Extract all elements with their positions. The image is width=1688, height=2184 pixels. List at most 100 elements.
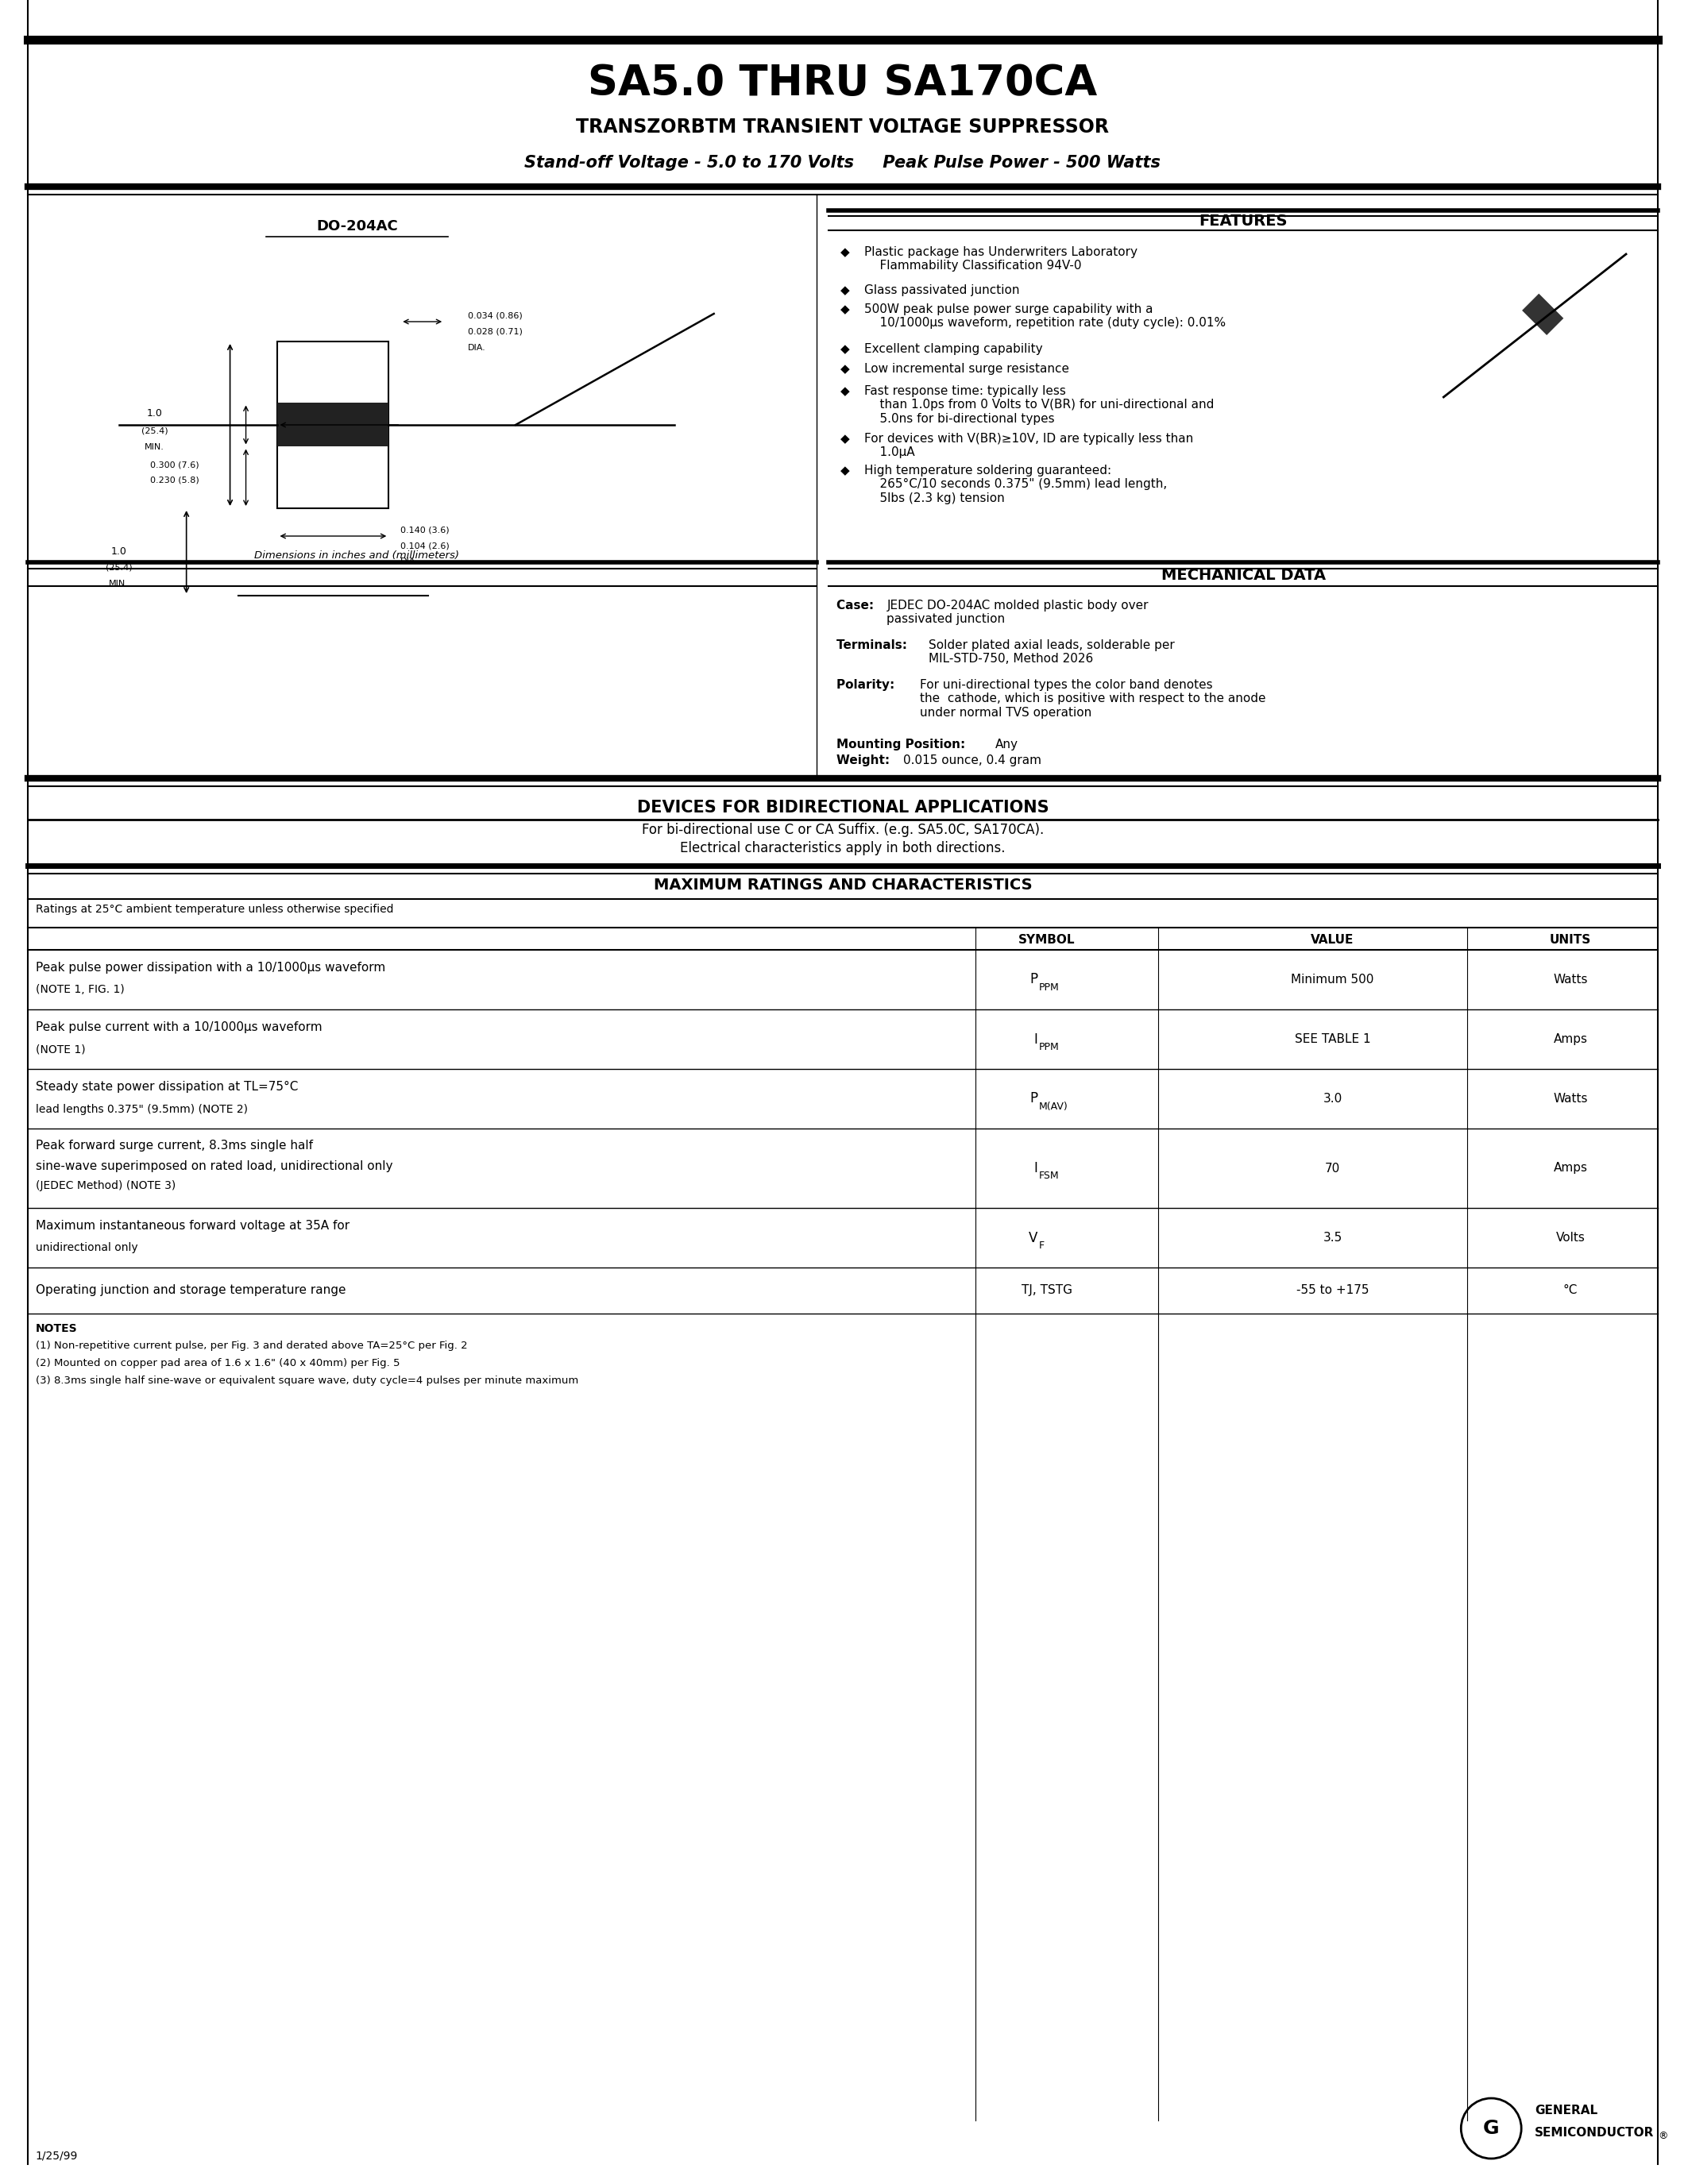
Text: Fast response time: typically less
    than 1.0ps from 0 Volts to V(BR) for uni-: Fast response time: typically less than … bbox=[864, 384, 1214, 424]
Text: TJ, TSTG: TJ, TSTG bbox=[1021, 1284, 1072, 1297]
Text: SEE TABLE 1: SEE TABLE 1 bbox=[1295, 1033, 1371, 1046]
Text: (25.4): (25.4) bbox=[142, 428, 169, 435]
Text: Weight:: Weight: bbox=[837, 753, 895, 767]
Text: Peak pulse current with a 10/1000μs waveform: Peak pulse current with a 10/1000μs wave… bbox=[35, 1022, 322, 1033]
Text: High temperature soldering guaranteed:
    265°C/10 seconds 0.375" (9.5mm) lead : High temperature soldering guaranteed: 2… bbox=[864, 465, 1168, 505]
Text: FSM: FSM bbox=[1040, 1171, 1060, 1182]
Text: 0.140 (3.6): 0.140 (3.6) bbox=[400, 526, 449, 533]
Text: sine-wave superimposed on rated load, unidirectional only: sine-wave superimposed on rated load, un… bbox=[35, 1160, 393, 1173]
Text: DIA.: DIA. bbox=[468, 343, 486, 352]
Text: M(AV): M(AV) bbox=[1040, 1101, 1069, 1112]
Text: (JEDEC Method) (NOTE 3): (JEDEC Method) (NOTE 3) bbox=[35, 1179, 176, 1190]
Text: Amps: Amps bbox=[1553, 1033, 1588, 1046]
Text: Volts: Volts bbox=[1556, 1232, 1585, 1243]
Text: ®: ® bbox=[1658, 2132, 1668, 2143]
Text: P: P bbox=[1030, 972, 1038, 987]
Text: Operating junction and storage temperature range: Operating junction and storage temperatu… bbox=[35, 1284, 346, 1297]
Text: Amps: Amps bbox=[1553, 1162, 1588, 1175]
Text: For devices with V(BR)≥10V, ID are typically less than
    1.0μA: For devices with V(BR)≥10V, ID are typic… bbox=[864, 432, 1193, 459]
Text: Peak forward surge current, 8.3ms single half: Peak forward surge current, 8.3ms single… bbox=[35, 1140, 312, 1151]
Text: Minimum 500: Minimum 500 bbox=[1291, 974, 1374, 985]
Text: 3.0: 3.0 bbox=[1323, 1092, 1342, 1105]
Text: ◆: ◆ bbox=[841, 304, 851, 314]
Text: MIN.: MIN. bbox=[145, 443, 164, 452]
Text: SA5.0 THRU SA170CA: SA5.0 THRU SA170CA bbox=[587, 63, 1097, 105]
Text: Electrical characteristics apply in both directions.: Electrical characteristics apply in both… bbox=[680, 841, 1006, 856]
Text: 500W peak pulse power surge capability with a
    10/1000μs waveform, repetition: 500W peak pulse power surge capability w… bbox=[864, 304, 1225, 330]
Text: Excellent clamping capability: Excellent clamping capability bbox=[864, 343, 1043, 356]
Text: Solder plated axial leads, solderable per
MIL-STD-750, Method 2026: Solder plated axial leads, solderable pe… bbox=[928, 640, 1175, 666]
Text: Polarity:: Polarity: bbox=[837, 679, 900, 690]
Text: I: I bbox=[1033, 1162, 1038, 1175]
Text: MIN.: MIN. bbox=[110, 579, 128, 587]
Text: 1.0: 1.0 bbox=[111, 546, 127, 557]
Text: F: F bbox=[1040, 1241, 1045, 1251]
Text: Any: Any bbox=[994, 738, 1018, 751]
Text: Steady state power dissipation at TL=75°C: Steady state power dissipation at TL=75°… bbox=[35, 1081, 299, 1092]
Text: NOTES: NOTES bbox=[35, 1324, 78, 1334]
Text: Ratings at 25°C ambient temperature unless otherwise specified: Ratings at 25°C ambient temperature unle… bbox=[35, 904, 393, 915]
Text: Dimensions in inches and (millimeters): Dimensions in inches and (millimeters) bbox=[255, 550, 459, 561]
Text: JEDEC DO-204AC molded plastic body over
passivated junction: JEDEC DO-204AC molded plastic body over … bbox=[886, 601, 1148, 625]
Text: Plastic package has Underwriters Laboratory
    Flammability Classification 94V-: Plastic package has Underwriters Laborat… bbox=[864, 247, 1138, 273]
Text: 1/25/99: 1/25/99 bbox=[35, 2151, 78, 2162]
Text: GENERAL: GENERAL bbox=[1534, 2103, 1597, 2116]
Text: unidirectional only: unidirectional only bbox=[35, 1243, 138, 1254]
Text: Watts: Watts bbox=[1553, 1092, 1588, 1105]
Text: PPM: PPM bbox=[1040, 983, 1060, 994]
Text: SYMBOL: SYMBOL bbox=[1018, 933, 1075, 946]
Bar bbox=[277, 341, 388, 509]
Text: 0.230 (5.8): 0.230 (5.8) bbox=[150, 476, 199, 485]
Text: ◆: ◆ bbox=[841, 343, 851, 356]
Text: FEATURES: FEATURES bbox=[1198, 214, 1288, 229]
Text: Stand-off Voltage - 5.0 to 170 Volts     Peak Pulse Power - 500 Watts: Stand-off Voltage - 5.0 to 170 Volts Pea… bbox=[525, 155, 1161, 170]
Text: P: P bbox=[1030, 1092, 1038, 1105]
Text: MECHANICAL DATA: MECHANICAL DATA bbox=[1161, 568, 1325, 583]
Text: ◆: ◆ bbox=[841, 284, 851, 297]
Text: 0.028 (0.71): 0.028 (0.71) bbox=[468, 328, 523, 336]
Text: ◆: ◆ bbox=[841, 247, 851, 258]
Text: Case:: Case: bbox=[837, 601, 878, 612]
Text: VALUE: VALUE bbox=[1312, 933, 1354, 946]
Text: ◆: ◆ bbox=[841, 363, 851, 376]
Text: 0.104 (2.6): 0.104 (2.6) bbox=[400, 542, 449, 550]
Text: For bi-directional use C or CA Suffix. (e.g. SA5.0C, SA170CA).: For bi-directional use C or CA Suffix. (… bbox=[641, 823, 1043, 836]
Text: MAXIMUM RATINGS AND CHARACTERISTICS: MAXIMUM RATINGS AND CHARACTERISTICS bbox=[653, 878, 1031, 893]
Text: (25.4): (25.4) bbox=[106, 563, 132, 572]
Text: For uni-directional types the color band denotes
the  cathode, which is positive: For uni-directional types the color band… bbox=[920, 679, 1266, 719]
Text: 0.300 (7.6): 0.300 (7.6) bbox=[150, 461, 199, 470]
Text: (NOTE 1): (NOTE 1) bbox=[35, 1044, 86, 1055]
Text: 0.034 (0.86): 0.034 (0.86) bbox=[468, 312, 523, 321]
Text: TRANSZORBTM TRANSIENT VOLTAGE SUPPRESSOR: TRANSZORBTM TRANSIENT VOLTAGE SUPPRESSOR bbox=[576, 118, 1109, 138]
Text: G: G bbox=[1484, 2118, 1499, 2138]
Text: 1.0: 1.0 bbox=[147, 408, 162, 417]
Text: (NOTE 1, FIG. 1): (NOTE 1, FIG. 1) bbox=[35, 985, 125, 996]
Text: Peak pulse power dissipation with a 10/1000μs waveform: Peak pulse power dissipation with a 10/1… bbox=[35, 961, 385, 974]
Text: 70: 70 bbox=[1325, 1162, 1340, 1175]
Text: UNITS: UNITS bbox=[1550, 933, 1592, 946]
Text: DO-204AC: DO-204AC bbox=[316, 218, 398, 234]
Text: -55 to +175: -55 to +175 bbox=[1296, 1284, 1369, 1297]
Text: ◆: ◆ bbox=[841, 432, 851, 446]
Text: lead lengths 0.375" (9.5mm) (NOTE 2): lead lengths 0.375" (9.5mm) (NOTE 2) bbox=[35, 1103, 248, 1114]
Text: Maximum instantaneous forward voltage at 35A for: Maximum instantaneous forward voltage at… bbox=[35, 1221, 349, 1232]
Text: ◆: ◆ bbox=[841, 384, 851, 397]
Text: PPM: PPM bbox=[1040, 1042, 1060, 1053]
Text: Mounting Position:: Mounting Position: bbox=[837, 738, 971, 751]
Text: (2) Mounted on copper pad area of 1.6 x 1.6" (40 x 40mm) per Fig. 5: (2) Mounted on copper pad area of 1.6 x … bbox=[35, 1358, 400, 1369]
Text: I: I bbox=[1033, 1033, 1038, 1046]
Text: °C: °C bbox=[1563, 1284, 1578, 1297]
Text: Terminals:: Terminals: bbox=[837, 640, 912, 651]
Text: ◆: ◆ bbox=[841, 465, 851, 476]
Text: DIA.: DIA. bbox=[400, 557, 419, 566]
Text: (1) Non-repetitive current pulse, per Fig. 3 and derated above TA=25°C per Fig. : (1) Non-repetitive current pulse, per Fi… bbox=[35, 1341, 468, 1352]
Text: (3) 8.3ms single half sine-wave or equivalent square wave, duty cycle=4 pulses p: (3) 8.3ms single half sine-wave or equiv… bbox=[35, 1376, 579, 1387]
Text: 3.5: 3.5 bbox=[1323, 1232, 1342, 1243]
Text: SEMICONDUCTOR: SEMICONDUCTOR bbox=[1534, 2127, 1654, 2138]
Text: Low incremental surge resistance: Low incremental surge resistance bbox=[864, 363, 1070, 376]
Text: DEVICES FOR BIDIRECTIONAL APPLICATIONS: DEVICES FOR BIDIRECTIONAL APPLICATIONS bbox=[636, 799, 1048, 815]
Text: 0.015 ounce, 0.4 gram: 0.015 ounce, 0.4 gram bbox=[903, 753, 1041, 767]
Text: Watts: Watts bbox=[1553, 974, 1588, 985]
Bar bbox=[277, 404, 388, 448]
Text: V: V bbox=[1028, 1230, 1038, 1245]
